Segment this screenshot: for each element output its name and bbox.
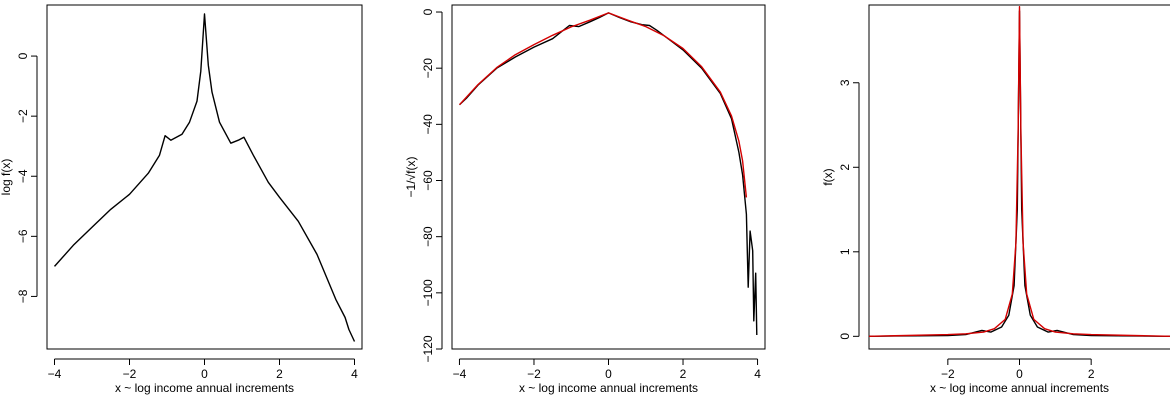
x-axis-label: x ~ log income annual increments	[519, 381, 698, 395]
y-tick-label: −20	[421, 58, 435, 79]
y-tick-label: −6	[16, 229, 30, 243]
y-axis-label: f(x)	[821, 168, 835, 185]
empirical-density-line	[459, 12, 758, 336]
y-tick-label: −60	[421, 170, 435, 191]
x-axis-label: x ~ log income annual increments	[930, 381, 1109, 395]
y-tick-label: −80	[421, 226, 435, 247]
plot-frame	[46, 4, 363, 350]
plot-frame	[868, 4, 1170, 350]
y-tick-label: −2	[16, 109, 30, 123]
y-tick-label: −8	[16, 289, 30, 303]
fitted-density-line	[458, 12, 748, 198]
y-axis-label: log f(x)	[0, 159, 13, 196]
y-tick-label: 2	[838, 164, 852, 171]
inverse-sqrt-density-chart: −4 −2 0 2 4x ~ log income annual increments0…	[404, 4, 766, 395]
x-tick-label: −4	[453, 367, 467, 381]
x-tick-label: 2	[276, 367, 283, 381]
series-group	[458, 12, 758, 336]
y-tick-label: 3	[838, 79, 852, 86]
chart-panel-2: −4 −2 0 2 4 x ~ log income annual increments 0…	[390, 0, 780, 399]
y-tick-label: 0	[421, 8, 435, 15]
series-group	[869, 5, 1170, 337]
x-axis-label: x ~ log income annual increments	[115, 381, 294, 395]
x-tick-label: 2	[680, 367, 687, 381]
x-tick-label: 0	[605, 367, 612, 381]
y-tick-label: −40	[421, 114, 435, 135]
y-tick-label: −4	[16, 169, 30, 183]
y-tick-label: −100	[421, 279, 435, 306]
series-group	[53, 13, 356, 342]
x-tick-label: −2	[123, 367, 137, 381]
y-tick-label: −120	[421, 335, 435, 362]
x-tick-label: −2	[941, 367, 955, 381]
x-tick-label: −2	[527, 367, 541, 381]
density-chart: −2 0 2x ~ log income annual increments0123…	[821, 4, 1170, 395]
log-density-chart: −4 −2 0 2 4x ~ log income annual increments0…	[0, 4, 363, 395]
y-tick-label: 0	[838, 333, 852, 340]
x-tick-label: −4	[48, 367, 62, 381]
y-axis-label: −1/√f(x)	[404, 157, 418, 198]
fitted-density-line	[869, 5, 1170, 337]
plot-frame	[451, 4, 766, 350]
x-tick-label: 0	[201, 367, 208, 381]
y-tick-label: 1	[838, 248, 852, 255]
empirical-density-line	[53, 13, 356, 342]
x-tick-label: 4	[754, 367, 761, 381]
chart-panel-3: −2 0 2 x ~ log income annual increments 0 1 2 3…	[780, 0, 1170, 399]
chart-panel-1: −4 −2 0 2 4 x ~ log income annual increments 0…	[0, 0, 390, 399]
x-tick-label: 2	[1088, 367, 1095, 381]
y-tick-label: 0	[16, 52, 30, 59]
x-tick-label: 4	[351, 367, 358, 381]
x-tick-label: 0	[1016, 367, 1023, 381]
